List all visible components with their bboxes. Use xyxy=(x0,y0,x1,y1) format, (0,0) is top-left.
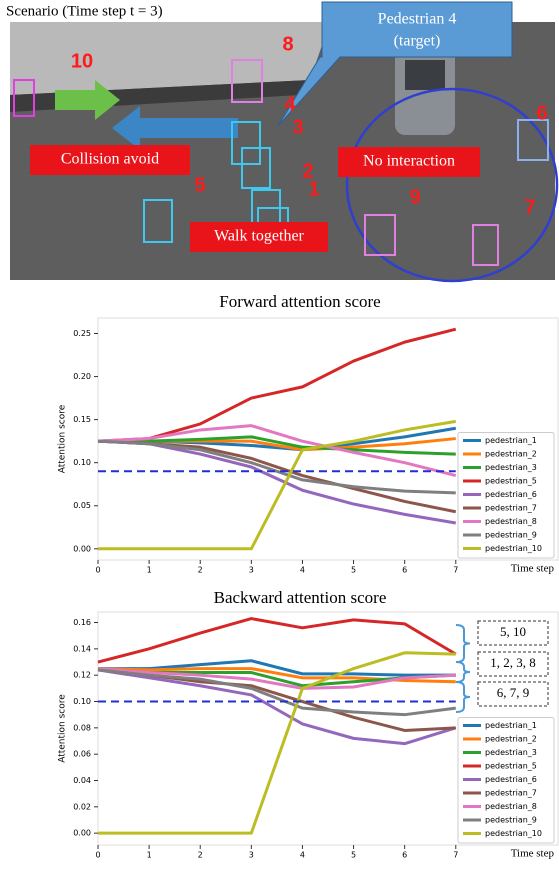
x-tick-label: 1 xyxy=(147,566,152,575)
figure: Scenario (Time step t = 3) Pedestrian 4 … xyxy=(0,0,559,865)
callout-line: Pedestrian 4 xyxy=(378,11,457,28)
x-tick-label: 6 xyxy=(402,566,407,575)
car-window xyxy=(405,60,445,90)
x-tick-label: 4 xyxy=(300,851,305,860)
x-tick-label: 7 xyxy=(453,851,458,860)
group-label: 5, 10 xyxy=(500,624,526,639)
pedestrian-id: 7 xyxy=(524,196,535,218)
y-tick-label: 0.20 xyxy=(73,372,91,381)
pedestrian-id: 5 xyxy=(194,174,205,196)
annotation: Walk together xyxy=(214,228,304,245)
legend-label: pedestrian_5 xyxy=(485,477,537,486)
pedestrian-id: 4 xyxy=(284,93,296,115)
x-tick-label: 1 xyxy=(147,851,152,860)
y-tick-label: 0.14 xyxy=(73,644,91,653)
pedestrian-id: 8 xyxy=(282,33,293,55)
legend-label: pedestrian_1 xyxy=(485,721,537,730)
legend-label: pedestrian_9 xyxy=(485,531,537,540)
x-tick-label: 6 xyxy=(402,851,407,860)
legend-label: pedestrian_7 xyxy=(485,789,537,798)
y-tick-label: 0.04 xyxy=(73,776,91,785)
y-tick-label: 0.10 xyxy=(73,697,91,706)
x-tick-label: 5 xyxy=(351,851,356,860)
y-tick-label: 0.05 xyxy=(73,501,91,510)
y-tick-label: 0.16 xyxy=(73,618,91,627)
legend-label: pedestrian_10 xyxy=(485,544,542,553)
legend-label: pedestrian_8 xyxy=(485,802,537,811)
legend-label: pedestrian_7 xyxy=(485,504,537,513)
legend-label: pedestrian_2 xyxy=(485,735,537,744)
y-tick-label: 0.10 xyxy=(73,458,91,467)
x-tick-label: 3 xyxy=(249,566,254,575)
x-tick-label: 2 xyxy=(198,566,203,575)
pedestrian-id: 6 xyxy=(536,102,547,124)
x-axis-label: Time step xyxy=(511,848,555,860)
y-axis-label: Attention score xyxy=(58,694,68,763)
pedestrian-id: 9 xyxy=(409,186,420,208)
chart-title: Forward attention score xyxy=(219,292,380,311)
x-tick-label: 2 xyxy=(198,851,203,860)
legend-label: pedestrian_8 xyxy=(485,517,537,526)
y-tick-label: 0.08 xyxy=(73,723,91,732)
scene: Scenario (Time step t = 3) Pedestrian 4 … xyxy=(6,2,557,281)
pedestrian-id: 3 xyxy=(292,116,303,138)
y-tick-label: 0.25 xyxy=(73,329,91,338)
legend-label: pedestrian_6 xyxy=(485,490,537,499)
x-tick-label: 3 xyxy=(249,851,254,860)
y-tick-label: 0.06 xyxy=(73,750,91,759)
pedestrian-id: 10 xyxy=(71,50,93,72)
group-label: 6, 7, 9 xyxy=(497,685,530,700)
y-tick-label: 0.00 xyxy=(73,829,91,838)
y-tick-label: 0.02 xyxy=(73,802,91,811)
legend-label: pedestrian_6 xyxy=(485,775,537,784)
group-label: 1, 2, 3, 8 xyxy=(490,655,536,670)
x-tick-label: 7 xyxy=(453,566,458,575)
y-tick-label: 0.15 xyxy=(73,415,91,424)
legend-label: pedestrian_3 xyxy=(485,748,537,757)
x-tick-label: 0 xyxy=(95,566,100,575)
chart-title: Backward attention score xyxy=(214,588,387,607)
x-axis-label: Time step xyxy=(511,563,555,575)
callout-line: (target) xyxy=(394,33,441,50)
annotation: No interaction xyxy=(363,153,455,170)
annotation: Collision avoid xyxy=(61,151,159,168)
legend-label: pedestrian_3 xyxy=(485,463,537,472)
y-tick-label: 0.00 xyxy=(73,544,91,553)
scene-title: Scenario (Time step t = 3) xyxy=(6,3,163,19)
y-axis-label: Attention score xyxy=(58,404,68,473)
legend-label: pedestrian_9 xyxy=(485,816,537,825)
pedestrian-id: 1 xyxy=(308,178,319,200)
legend-label: pedestrian_2 xyxy=(485,450,537,459)
legend-label: pedestrian_5 xyxy=(485,762,537,771)
legend-label: pedestrian_10 xyxy=(485,829,542,838)
legend-label: pedestrian_1 xyxy=(485,436,537,445)
x-tick-label: 0 xyxy=(95,851,100,860)
y-tick-label: 0.12 xyxy=(73,671,91,680)
x-tick-label: 4 xyxy=(300,566,305,575)
x-tick-label: 5 xyxy=(351,566,356,575)
